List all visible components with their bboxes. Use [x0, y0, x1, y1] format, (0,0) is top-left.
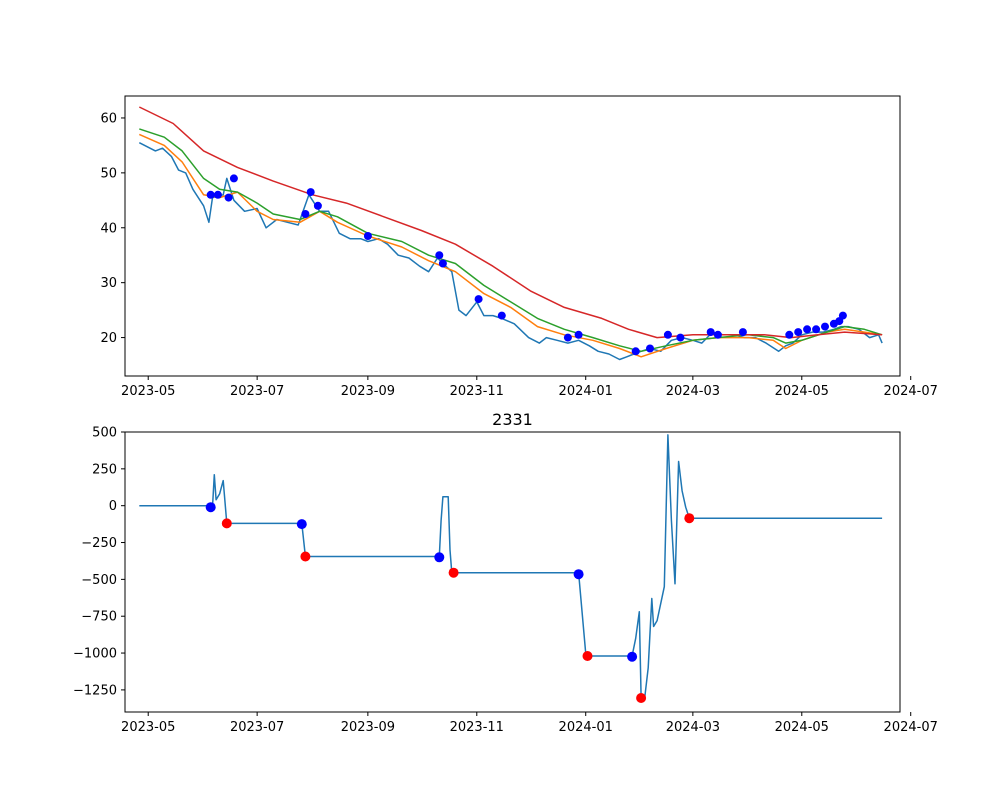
top-chart-panel: 2023-05 2023-07 2023-09 2023-11 2024-01 2024-… — [100, 95, 938, 399]
bottom-y-tick-label: −750 — [81, 610, 117, 625]
top-series-line-price — [138, 142, 883, 361]
top-marker-buy_marker — [812, 325, 821, 334]
top-x-tick-label: 2023-07 — [230, 384, 284, 399]
bottom-y-tick-label: 250 — [92, 462, 117, 477]
top-marker-buy_marker — [631, 347, 640, 356]
top-marker-buy_marker — [574, 330, 583, 339]
top-x-tick-label: 2024-03 — [666, 384, 720, 399]
bottom-x-tick-label: 2023-05 — [121, 720, 175, 735]
top-series-line-ma_short — [138, 133, 883, 358]
bottom-marker-sell_marker — [221, 518, 232, 529]
bottom-chart-frame — [124, 431, 901, 713]
top-marker-buy_marker — [306, 188, 315, 197]
top-series-line-ma_long — [138, 106, 883, 339]
bottom-marker-sell_marker — [636, 693, 647, 703]
bottom-x-tick-label: 2024-05 — [775, 720, 829, 735]
bottom-marker-buy_marker — [573, 569, 584, 580]
bottom-marker-sell_marker — [448, 567, 459, 578]
top-marker-buy_marker — [663, 330, 672, 339]
top-marker-buy_marker — [676, 333, 685, 342]
top-marker-buy_marker — [794, 328, 803, 337]
top-marker-buy_marker — [497, 311, 506, 320]
top-marker-buy_marker — [563, 333, 572, 342]
top-y-tick-label: 60 — [100, 111, 117, 126]
bottom-marker-sell_marker — [684, 513, 695, 524]
top-x-tick-label: 2024-01 — [559, 384, 613, 399]
bottom-y-tick-label: −1000 — [73, 647, 117, 662]
bottom-y-tick-label: −1250 — [73, 683, 117, 698]
top-marker-buy_marker — [738, 328, 747, 337]
top-marker-buy_marker — [229, 174, 238, 183]
top-marker-buy_marker — [838, 311, 847, 320]
top-y-tick-label: 30 — [100, 276, 117, 291]
top-marker-buy_marker — [706, 328, 715, 337]
bottom-x-tick-label: 2023-07 — [230, 720, 284, 735]
bottom-x-tick-label: 2023-09 — [341, 720, 395, 735]
top-marker-buy_marker — [435, 251, 444, 260]
top-marker-buy_marker — [224, 193, 233, 202]
bottom-x-tick-label: 2024-01 — [559, 720, 613, 735]
bottom-y-tick-label: −250 — [81, 536, 117, 551]
bottom-x-tick-label: 2024-07 — [884, 720, 938, 735]
top-marker-buy_marker — [213, 190, 222, 199]
top-y-tick-label: 40 — [100, 221, 117, 236]
bottom-marker-buy_marker — [205, 502, 216, 513]
top-y-tick-label: 50 — [100, 166, 117, 181]
top-marker-buy_marker — [206, 190, 215, 199]
top-marker-buy_marker — [313, 201, 322, 210]
top-chart-frame — [124, 95, 901, 377]
bottom-marker-sell_marker — [300, 551, 311, 562]
bottom-marker-buy_marker — [296, 519, 307, 530]
top-x-tick-label: 2023-11 — [450, 384, 504, 399]
top-marker-buy_marker — [438, 259, 447, 268]
top-marker-buy_marker — [646, 344, 654, 353]
bottom-chart-title: 2331 — [492, 410, 533, 429]
top-y-tick-label: 20 — [100, 331, 117, 346]
top-marker-buy_marker — [474, 295, 483, 304]
bottom-x-tick-label: 2023-11 — [450, 720, 504, 735]
bottom-marker-sell_marker — [582, 651, 593, 661]
bottom-y-tick-label: 0 — [109, 499, 117, 514]
top-marker-buy_marker — [785, 330, 794, 339]
bottom-x-tick-label: 2024-03 — [666, 720, 720, 735]
top-x-tick-label: 2023-05 — [121, 384, 175, 399]
top-marker-buy_marker — [821, 322, 829, 331]
bottom-y-tick-label: 500 — [92, 426, 117, 441]
bottom-marker-buy_marker — [627, 651, 638, 662]
top-x-tick-label: 2024-07 — [884, 384, 938, 399]
top-marker-buy_marker — [713, 330, 722, 339]
top-marker-buy_marker — [301, 210, 310, 218]
bottom-y-tick-label: −500 — [81, 573, 117, 588]
bottom-chart-panel: 2331 2023-05 2023-07 2023-09 2023-11 2024-01… — [73, 410, 938, 735]
top-x-tick-label: 2023-09 — [341, 384, 395, 399]
bottom-marker-buy_marker — [434, 552, 445, 563]
top-marker-buy_marker — [363, 232, 372, 240]
top-marker-buy_marker — [803, 325, 812, 334]
top-x-tick-label: 2024-05 — [775, 384, 829, 399]
top-series-line-ma_mid — [139, 128, 883, 353]
